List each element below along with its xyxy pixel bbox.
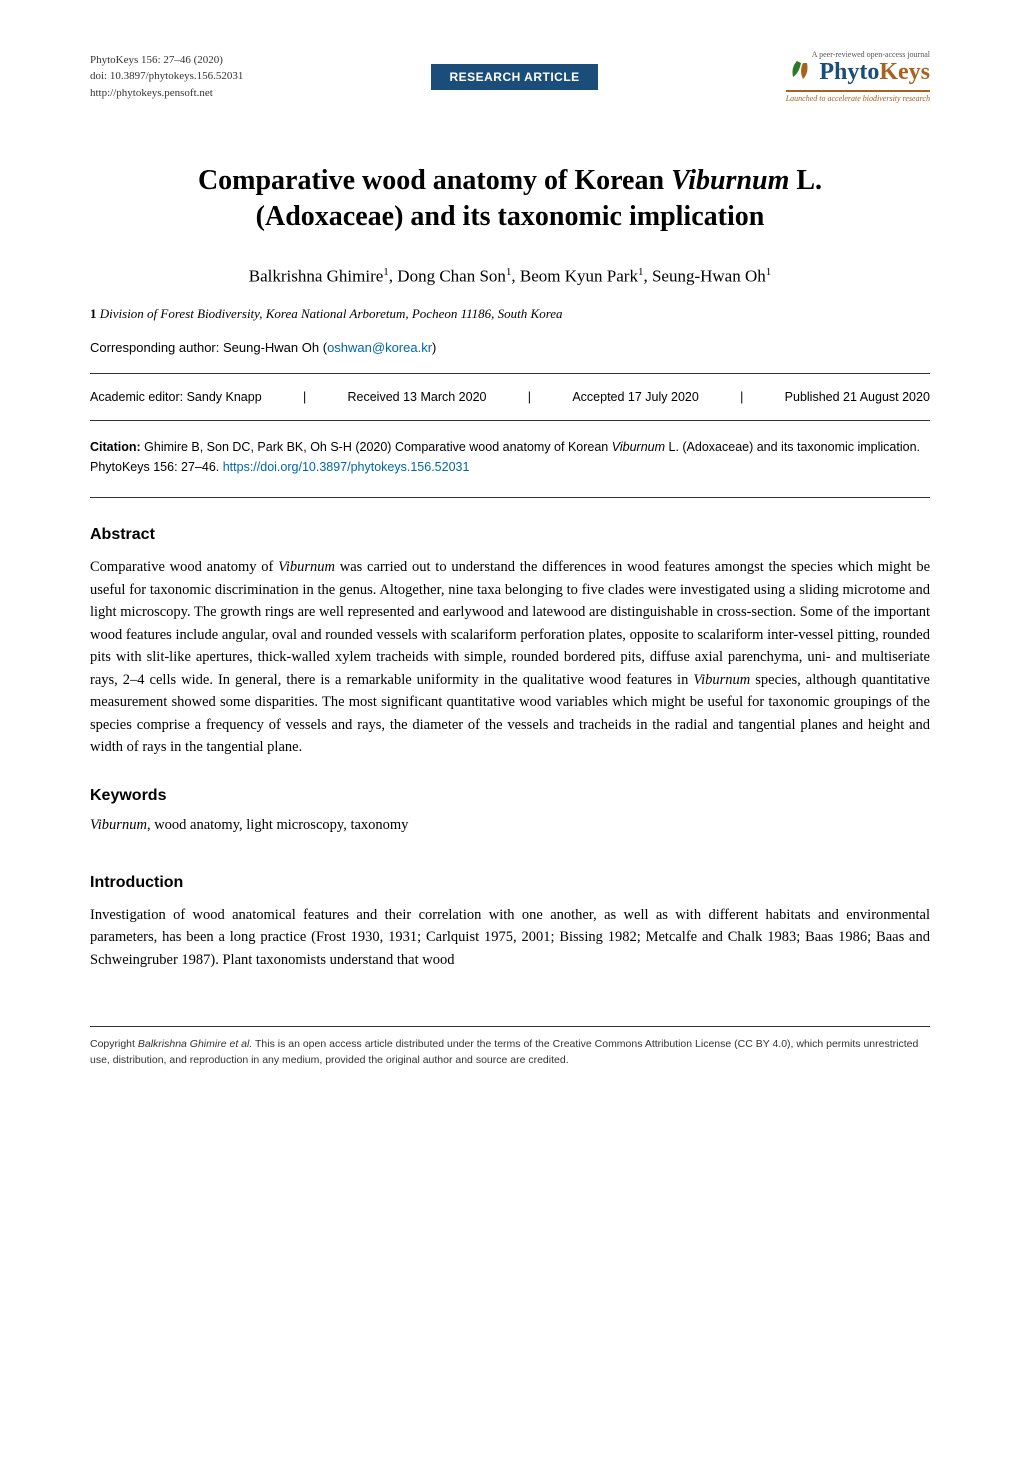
introduction-text: Investigation of wood anatomical feature… — [90, 904, 930, 971]
author-list: Balkrishna Ghimire1, Dong Chan Son1, Beo… — [90, 266, 930, 287]
article-type-badge: RESEARCH ARTICLE — [431, 64, 597, 90]
keywords-text: Viburnum, wood anatomy, light microscopy… — [90, 817, 930, 834]
abstract-text: Comparative wood anatomy of Viburnum was… — [90, 556, 930, 758]
corresponding-name: Seung-Hwan Oh — [223, 340, 319, 355]
editor-label: Academic editor: — [90, 390, 183, 404]
citation-block: Citation: Ghimire B, Son DC, Park BK, Oh… — [90, 433, 930, 485]
separator: | — [303, 390, 306, 404]
logo-name: PhytoKeys — [786, 59, 930, 88]
article-title: Comparative wood anatomy of Korean Vibur… — [130, 163, 890, 236]
affiliation: 1 Division of Forest Biodiversity, Korea… — [90, 306, 930, 322]
citation-label: Citation: — [90, 440, 141, 454]
doi-line: doi: 10.3897/phytokeys.156.52031 — [90, 68, 243, 85]
logo-tagline-top: A peer-reviewed open-access journal — [786, 50, 930, 59]
accepted-date: Accepted 17 July 2020 — [572, 390, 698, 404]
leaf-icon — [789, 59, 815, 88]
journal-meta: PhytoKeys 156: 27–46 (2020) doi: 10.3897… — [90, 52, 243, 102]
citation-text: Ghimire B, Son DC, Park BK, Oh S-H (2020… — [90, 440, 920, 474]
published-date: Published 21 August 2020 — [785, 390, 930, 404]
separator: | — [740, 390, 743, 404]
journal-url[interactable]: http://phytokeys.pensoft.net — [90, 85, 243, 102]
divider — [90, 373, 930, 374]
editorial-meta: Academic editor: Sandy Knapp | Received … — [90, 386, 930, 408]
header: PhytoKeys 156: 27–46 (2020) doi: 10.3897… — [90, 50, 930, 103]
received-date: Received 13 March 2020 — [348, 390, 487, 404]
keywords-heading: Keywords — [90, 787, 930, 805]
logo-phyto-text: Phyto — [819, 59, 879, 85]
divider — [90, 420, 930, 421]
academic-editor: Academic editor: Sandy Knapp — [90, 390, 262, 404]
journal-citation-line: PhytoKeys 156: 27–46 (2020) — [90, 52, 243, 69]
logo-tagline-bottom: Launched to accelerate biodiversity rese… — [786, 90, 930, 103]
logo-keys-text: Keys — [879, 59, 930, 85]
citation-doi-link[interactable]: https://doi.org/10.3897/phytokeys.156.52… — [223, 460, 470, 474]
corresponding-label: Corresponding author: — [90, 340, 219, 355]
copyright-footer: Copyright Balkrishna Ghimire et al. This… — [90, 1026, 930, 1069]
corresponding-email-link[interactable]: oshwan@korea.kr — [327, 340, 432, 355]
affiliation-number: 1 — [90, 306, 97, 321]
abstract-heading: Abstract — [90, 526, 930, 544]
editor-name: Sandy Knapp — [187, 390, 262, 404]
divider — [90, 497, 930, 498]
separator: | — [528, 390, 531, 404]
affiliation-text: Division of Forest Biodiversity, Korea N… — [100, 306, 563, 321]
introduction-heading: Introduction — [90, 874, 930, 892]
corresponding-author: Corresponding author: Seung-Hwan Oh (osh… — [90, 340, 930, 355]
journal-logo: A peer-reviewed open-access journal Phyt… — [786, 50, 930, 103]
